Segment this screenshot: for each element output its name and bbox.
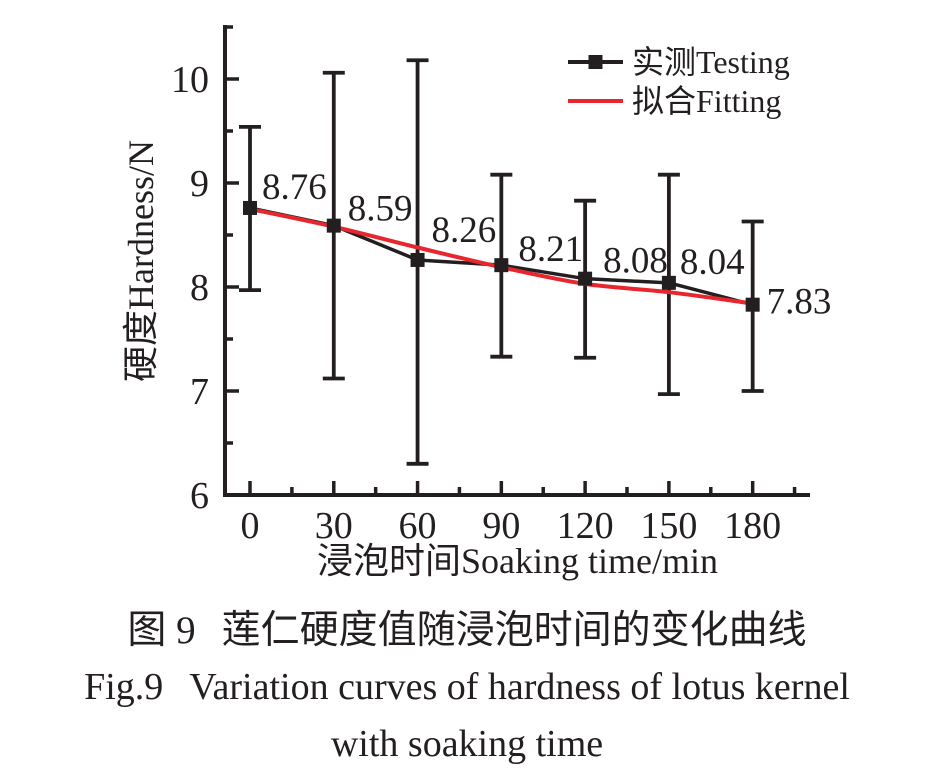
data-point-label: 8.76 [262, 167, 327, 208]
data-point-marker [661, 275, 676, 290]
data-point-marker [326, 218, 341, 233]
data-point-label: 8.26 [432, 210, 497, 251]
x-axis-title: 浸泡时间Soaking time/min [317, 541, 718, 581]
x-tick-label: 180 [724, 505, 781, 547]
legend-testing-label: 实测Testing [632, 44, 790, 80]
x-tick-label: 30 [315, 505, 353, 547]
x-tick-label: 60 [399, 505, 437, 547]
data-point-marker [243, 200, 257, 215]
data-point-marker [745, 297, 760, 312]
x-tick-label: 90 [482, 505, 520, 547]
data-point-label: 8.04 [680, 242, 745, 283]
y-tick-label: 7 [190, 371, 209, 413]
legend-testing-marker-sample [588, 55, 603, 69]
data-point-label: 8.21 [518, 229, 583, 270]
caption-chinese-number: 图 9 [127, 609, 196, 652]
caption-english-number: Fig.9 [84, 666, 164, 708]
data-point-label: 8.08 [603, 241, 668, 282]
figure-caption: 图 9 莲仁硬度值随浸泡时间的变化曲线 Fig.9 Variation curves… [0, 602, 934, 773]
caption-english-line1: Fig.9 Variation curves of hardness of lot… [0, 659, 934, 716]
x-tick-label: 0 [241, 505, 260, 547]
data-point-marker [494, 258, 509, 273]
data-point-label: 7.83 [767, 282, 832, 323]
caption-english-title: Variation curves of hardness of lotus ke… [189, 666, 850, 708]
caption-english-line2: with soaking time [330, 723, 604, 765]
data-point-label: 8.59 [348, 189, 413, 230]
y-axis-title: 硬度Hardness/N [121, 140, 161, 382]
hardness-vs-soaking-time-chart: 0 30 60 90 120 150 180 6 7 8 9 10 浸泡时间Soaking time/m… [121, 25, 832, 581]
caption-chinese: 图 9 莲仁硬度值随浸泡时间的变化曲线 [0, 602, 934, 659]
x-tick-label: 150 [640, 505, 697, 547]
x-tick-label: 120 [557, 505, 614, 547]
data-point-marker [578, 271, 593, 286]
legend-fitting-label: 拟合Fitting [632, 83, 781, 119]
y-tick-label: 9 [190, 163, 209, 205]
y-tick-label: 10 [171, 59, 209, 101]
caption-chinese-title: 莲仁硬度值随浸泡时间的变化曲线 [221, 609, 807, 652]
data-point-marker [410, 252, 425, 267]
y-tick-label: 6 [190, 475, 209, 517]
y-tick-label: 8 [190, 267, 209, 309]
